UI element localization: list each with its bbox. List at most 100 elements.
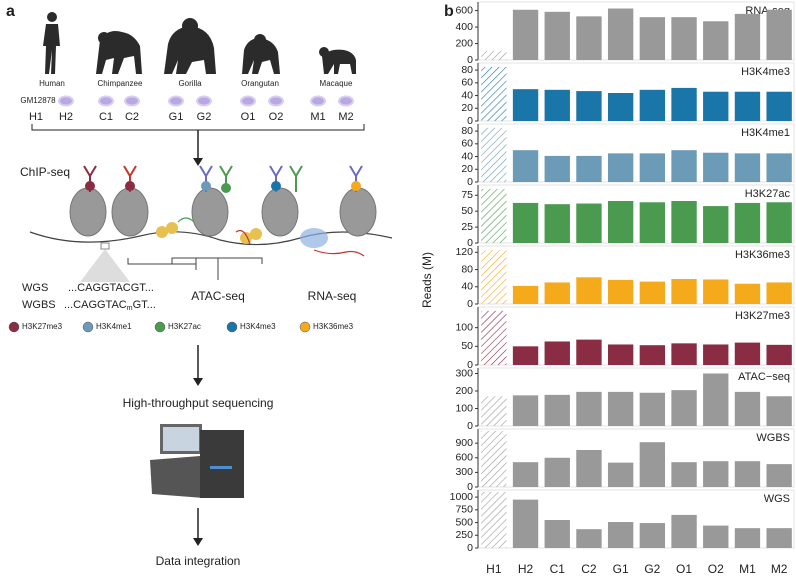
panel-title: H3K27me3 bbox=[735, 310, 790, 322]
panel-label: a bbox=[6, 3, 15, 20]
legend-marker bbox=[226, 321, 238, 333]
cell bbox=[58, 95, 74, 107]
sample-label: M2 bbox=[338, 111, 353, 123]
species-label: Chimpanzee bbox=[98, 79, 143, 88]
bar bbox=[512, 499, 539, 548]
orangutan bbox=[242, 38, 280, 74]
bar bbox=[671, 462, 697, 487]
bar bbox=[576, 91, 602, 121]
cell bbox=[338, 95, 354, 107]
bar bbox=[766, 9, 792, 60]
legend-label: H3K27ac bbox=[168, 322, 201, 331]
y-tick-label: 0 bbox=[467, 54, 473, 66]
nucleosome bbox=[191, 187, 229, 237]
y-tick-label: 300 bbox=[455, 367, 473, 379]
mark-dot bbox=[125, 181, 135, 191]
bar bbox=[639, 17, 666, 61]
wgbs-seq: ...CAGGTACmGT... bbox=[64, 299, 156, 312]
tn5 bbox=[156, 226, 168, 238]
panel-title: H3K27ac bbox=[745, 188, 791, 200]
y-tick-label: 50 bbox=[461, 205, 473, 217]
bar bbox=[703, 525, 729, 548]
arrowhead bbox=[193, 378, 203, 386]
x-tick-label: C2 bbox=[581, 562, 597, 576]
bracket bbox=[31, 124, 365, 131]
bar bbox=[671, 514, 697, 548]
zoom-box bbox=[100, 242, 110, 250]
bar bbox=[607, 93, 634, 121]
y-tick-label: 120 bbox=[455, 246, 473, 258]
cell bbox=[240, 95, 256, 107]
panel-title: WGS bbox=[764, 493, 790, 505]
x-tick-label: C1 bbox=[550, 562, 566, 576]
panel-title: H3K4me1 bbox=[741, 127, 790, 139]
rna bbox=[313, 249, 365, 257]
mark-dot bbox=[201, 181, 211, 191]
x-tick-label: G1 bbox=[613, 562, 629, 576]
bar bbox=[766, 344, 792, 365]
bar bbox=[734, 283, 761, 304]
bar bbox=[766, 282, 792, 304]
y-tick-label: 75 bbox=[461, 189, 473, 201]
bar bbox=[544, 89, 570, 121]
bar bbox=[671, 343, 697, 365]
orangutan-head bbox=[254, 34, 266, 46]
y-tick-label: 600 bbox=[455, 4, 473, 16]
y-tick-label: 20 bbox=[461, 163, 473, 175]
y-tick-label: 0 bbox=[467, 359, 473, 371]
bar bbox=[607, 8, 634, 60]
y-tick-label: 0 bbox=[467, 542, 473, 554]
mark-dot bbox=[351, 181, 361, 191]
bar bbox=[766, 396, 792, 426]
bar bbox=[671, 17, 697, 61]
y-tick-label: 1000 bbox=[450, 491, 474, 503]
y-axis-label: Reads (M) bbox=[420, 252, 434, 308]
y-tick-label: 40 bbox=[461, 150, 473, 162]
y-tick-label: 900 bbox=[455, 437, 473, 449]
bar bbox=[481, 396, 507, 426]
bar bbox=[607, 201, 634, 243]
bar bbox=[576, 203, 602, 243]
nucleosome bbox=[261, 187, 299, 237]
bar bbox=[544, 341, 570, 365]
bar bbox=[576, 529, 602, 548]
x-tick-label: M1 bbox=[739, 562, 756, 576]
sample-label: G2 bbox=[197, 111, 212, 123]
bar bbox=[671, 87, 697, 121]
cell bbox=[98, 95, 114, 107]
y-tick-label: 400 bbox=[455, 21, 473, 33]
bar bbox=[481, 66, 507, 121]
seq-part: GT... bbox=[133, 299, 156, 311]
species-label: Orangutan bbox=[241, 79, 279, 88]
tn5 bbox=[250, 228, 262, 240]
y-tick-label: 60 bbox=[461, 77, 473, 89]
bar bbox=[607, 462, 634, 487]
bar bbox=[544, 155, 570, 182]
bar bbox=[639, 345, 666, 365]
sequencer bbox=[150, 424, 244, 498]
gorilla-head bbox=[182, 18, 198, 34]
sample-label: O2 bbox=[269, 111, 284, 123]
macaque-head bbox=[319, 47, 329, 57]
bar bbox=[576, 391, 602, 426]
chimp-head bbox=[98, 32, 110, 44]
light bbox=[210, 466, 232, 469]
y-tick-label: 20 bbox=[461, 102, 473, 114]
gorilla bbox=[164, 26, 216, 74]
legend-label: H3K4me1 bbox=[96, 322, 132, 331]
bar bbox=[671, 201, 697, 243]
bar bbox=[766, 91, 792, 121]
bar bbox=[703, 373, 729, 426]
x-tick-label: O1 bbox=[676, 562, 692, 576]
cell bbox=[168, 95, 184, 107]
cell bbox=[310, 95, 326, 107]
bar bbox=[544, 457, 570, 487]
y-tick-label: 50 bbox=[461, 340, 473, 352]
sample-label: O1 bbox=[241, 111, 256, 123]
y-tick-label: 300 bbox=[455, 466, 473, 478]
legend-label: H3K4me3 bbox=[240, 322, 276, 331]
bar bbox=[703, 461, 729, 487]
legend-label: H3K27me3 bbox=[22, 322, 63, 331]
cell bbox=[196, 95, 212, 107]
